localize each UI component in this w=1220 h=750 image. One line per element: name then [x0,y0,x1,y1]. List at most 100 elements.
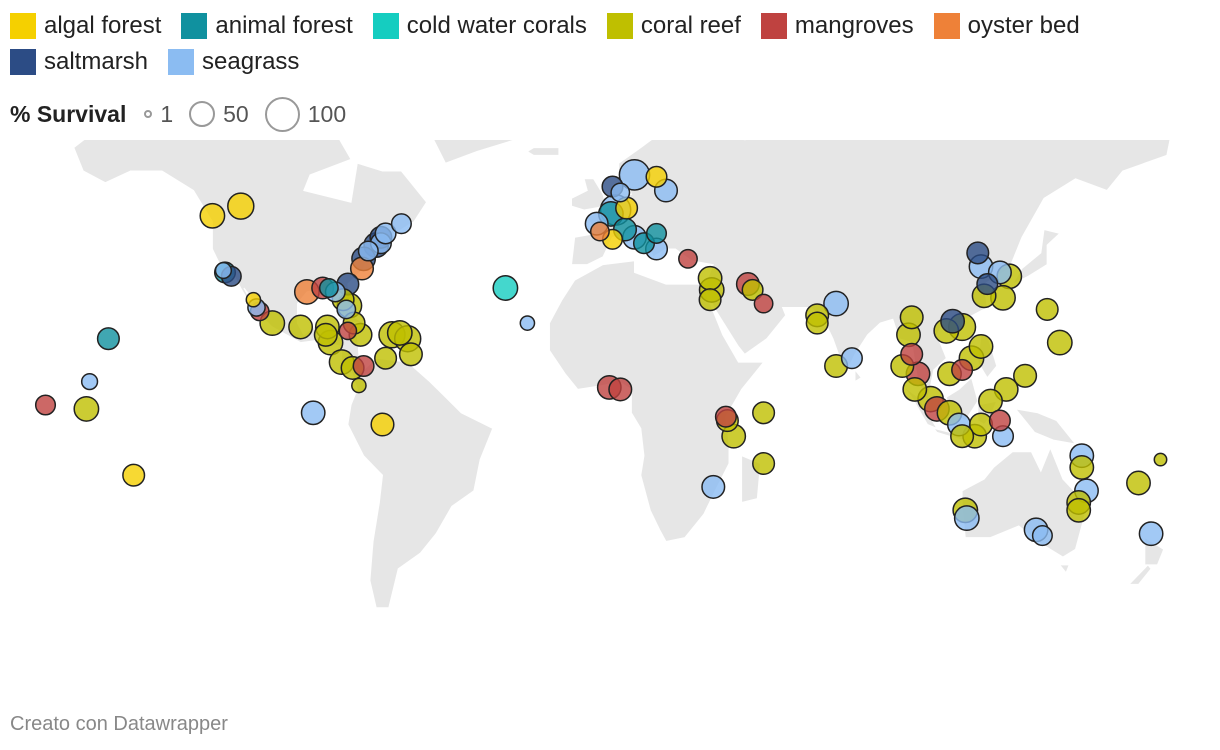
world-map[interactable] [0,140,1220,695]
legend-item[interactable]: animal forest [181,8,353,44]
map-point[interactable] [697,265,723,291]
map-point[interactable] [940,308,966,334]
map-point[interactable] [245,291,262,308]
map-point[interactable] [741,278,764,301]
map-point[interactable] [840,347,863,370]
legend-swatch [10,13,36,39]
map-point[interactable] [645,165,668,188]
map-point[interactable] [1069,454,1095,480]
map-point[interactable] [1035,297,1059,321]
map-point[interactable] [96,327,120,351]
size-legend-circle [144,110,153,118]
landmass [854,368,863,383]
legend-item[interactable]: cold water corals [372,8,587,44]
legend-swatch [168,49,195,75]
legend-item[interactable]: saltmarsh [10,44,148,80]
legend-item[interactable]: oyster bed [933,8,1080,44]
map-point[interactable] [214,261,233,280]
map-point[interactable] [978,388,1003,414]
legend-item[interactable]: algal forest [10,8,161,44]
map-point[interactable] [313,322,338,347]
size-legend-label: 100 [307,100,347,127]
map-point[interactable] [1013,363,1038,388]
map-point[interactable] [34,394,57,416]
size-legend-label: 50 [223,100,249,127]
map-point[interactable] [953,505,980,532]
legend-label: saltmarsh [44,48,149,75]
map-point[interactable] [1153,452,1168,467]
size-legend-item: 100 [264,96,347,132]
map-point[interactable] [351,377,367,394]
map-point[interactable] [900,342,924,366]
size-legend-circle [264,96,300,132]
map-point[interactable] [950,424,975,449]
map-point[interactable] [492,275,519,301]
map-point[interactable] [288,314,314,340]
map-point[interactable] [390,213,412,235]
map-point[interactable] [336,299,357,320]
map-point[interactable] [398,342,423,367]
map-point[interactable] [701,474,726,499]
map-point[interactable] [318,278,339,298]
map-point[interactable] [752,451,776,476]
map-point[interactable] [1031,525,1053,547]
legend-swatch [760,13,787,39]
legend-label: animal forest [215,12,353,39]
legend-swatch [933,13,960,39]
legend-label: coral reef [640,12,741,39]
map-point[interactable] [80,372,99,391]
map-point[interactable] [519,315,536,331]
map-point[interactable] [714,405,737,428]
map-point[interactable] [899,305,924,330]
legend-item[interactable]: seagrass [168,44,299,80]
legend-item[interactable]: mangroves [760,8,914,44]
legend-swatch [606,13,633,39]
map-point[interactable] [374,222,397,245]
map-point[interactable] [122,463,146,487]
map-point[interactable] [976,273,999,296]
map-point[interactable] [357,240,379,262]
legend-label: seagrass [202,48,300,75]
landmass [1127,564,1152,585]
map-point[interactable] [199,202,226,229]
map-point[interactable] [352,354,375,378]
size-legend-title: % Survival [10,100,127,127]
map-point[interactable] [951,358,974,381]
landmass [1014,408,1077,445]
map-point[interactable] [966,241,990,265]
map-point[interactable] [902,376,928,402]
map-point[interactable] [823,290,850,317]
map-point[interactable] [1066,497,1092,523]
credit-line[interactable]: Creato con Datawrapper [10,713,228,735]
map-point[interactable] [1126,470,1151,496]
size-legend-label: 1 [160,100,174,127]
map-point[interactable] [698,288,722,312]
legend-label: mangroves [794,12,914,39]
map-point[interactable] [338,321,358,341]
map-point[interactable] [1138,521,1164,547]
landmass [347,357,494,609]
legend-label: oyster bed [967,12,1080,39]
map-point[interactable] [374,346,398,370]
map-point[interactable] [1046,329,1073,356]
map-point[interactable] [752,401,776,425]
map-point[interactable] [386,319,413,346]
legend-item[interactable]: coral reef [606,8,741,44]
map-point[interactable] [988,409,1011,432]
map-point[interactable] [968,334,994,359]
map-point[interactable] [610,182,631,203]
landmass [1058,564,1070,574]
map-point[interactable] [678,248,698,269]
map-point[interactable] [608,377,633,402]
map-point[interactable] [73,395,100,422]
map-point[interactable] [300,400,326,426]
legend-row: algal forest animal forest cold water cora… [10,8,1190,80]
map-point[interactable] [645,222,668,244]
map-point[interactable] [753,293,774,314]
map-point[interactable] [805,311,829,335]
size-legend-circle [189,101,216,127]
color-legend: algal forest animal forest cold water cora… [10,8,1190,80]
map-point[interactable] [227,192,255,220]
map-point[interactable] [370,412,395,437]
map-point[interactable] [589,221,610,242]
